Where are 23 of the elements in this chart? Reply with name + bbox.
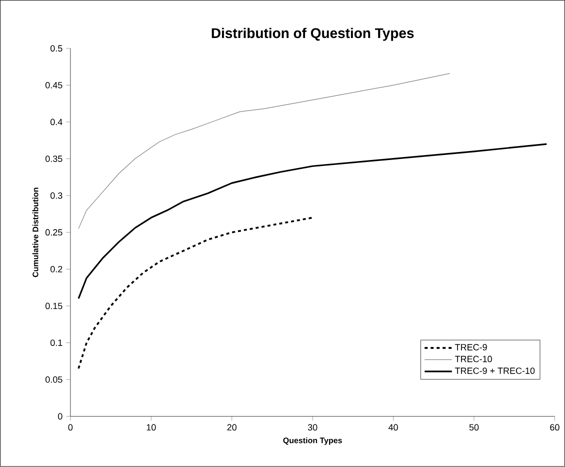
y-tick-label: 0.4 bbox=[50, 118, 62, 126]
y-tick-label: 0 bbox=[58, 413, 62, 420]
y-tick-label: 0.3 bbox=[50, 192, 62, 199]
legend-label: TREC-9 bbox=[455, 344, 487, 351]
y-tick-label: 0.5 bbox=[50, 45, 62, 52]
y-tick-label: 0.45 bbox=[45, 82, 62, 88]
x-tick-label: 60 bbox=[550, 424, 560, 431]
legend-label: TREC-9 + TREC-10 bbox=[455, 368, 535, 374]
y-tick-label: 0.35 bbox=[45, 156, 62, 162]
x-tick-label: 30 bbox=[308, 424, 318, 431]
y-tick-label: 0.1 bbox=[50, 340, 62, 346]
x-tick-label: 10 bbox=[146, 424, 156, 431]
chart-title: Distribution of Question Types bbox=[212, 28, 414, 41]
y-tick-label: 0.15 bbox=[45, 302, 62, 310]
x-tick-label: 0 bbox=[68, 424, 73, 431]
x-tick-label: 50 bbox=[469, 424, 479, 431]
y-tick-label: 0.25 bbox=[45, 229, 62, 236]
x-tick-label: 40 bbox=[388, 424, 398, 431]
x-tick-label: 20 bbox=[227, 424, 237, 431]
y-tick-label: 0.05 bbox=[45, 376, 62, 383]
line-series bbox=[78, 73, 450, 230]
y-tick-label: 0.2 bbox=[50, 266, 62, 272]
legend-label: TREC-10 bbox=[455, 356, 492, 362]
